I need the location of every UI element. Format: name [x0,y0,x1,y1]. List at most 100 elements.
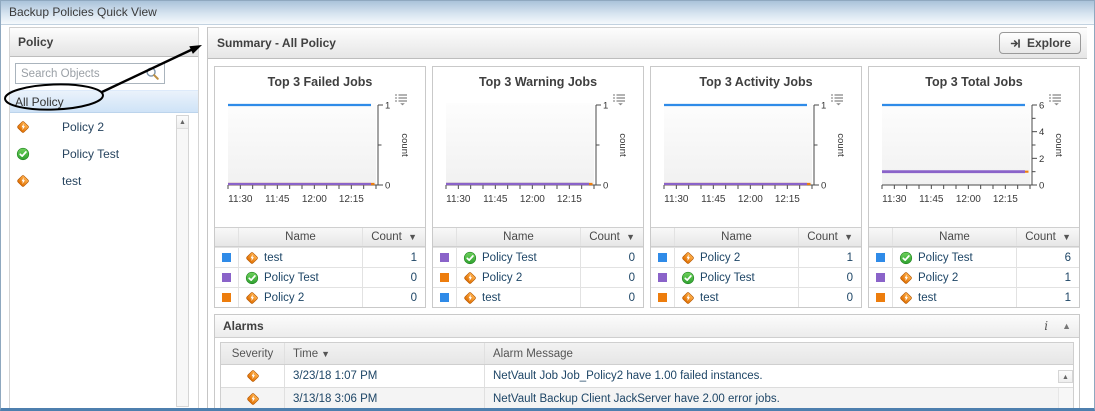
line-chart: 0 1 11:30 11:45 12:00 12:15 count [227,101,410,205]
row-count: 0 [628,251,635,264]
window-title: Backup Policies Quick View [1,1,1094,25]
policy-warning-icon [246,370,259,382]
card-title: Top 3 Failed Jobs [267,75,373,89]
series-swatch [440,273,449,282]
tree-scrollbar[interactable]: ▲ [176,115,189,407]
col-name[interactable]: Name [675,228,799,246]
top3-table-header: Name Count ▼ [869,227,1079,247]
svg-text:11:45: 11:45 [919,194,944,205]
series-swatch [658,253,667,262]
series-swatch [658,293,667,302]
row-name: test [264,251,283,264]
alarms-panel: Alarms i ▲ Severity Time ▼ Alarm Message [214,314,1080,408]
svg-text:12:15: 12:15 [775,194,800,205]
col-name[interactable]: Name [893,228,1017,246]
summary-content: Top 3 Failed Jobs 0 1 11:30 11:45 12:00 12:15 c… [208,59,1087,408]
col-count[interactable]: Count ▼ [371,231,417,243]
col-name[interactable]: Name [457,228,581,246]
top3-table-header: Name Count ▼ [651,227,861,247]
row-count: 0 [410,291,417,304]
table-row[interactable]: Policy Test 0 [651,267,861,287]
search-input[interactable] [15,63,165,84]
col-name[interactable]: Name [239,228,363,246]
table-row[interactable]: Policy 2 0 [215,287,425,307]
col-count[interactable]: Count ▼ [589,231,635,243]
top3-table: Name Count ▼ Policy Test 0 Policy 2 0 test 0 [433,227,643,307]
policy-warning-icon [900,271,912,284]
svg-text:12:15: 12:15 [557,194,582,205]
line-chart: 0 1 11:30 11:45 12:00 12:15 count [663,101,846,205]
svg-text:12:00: 12:00 [956,194,981,205]
policy-warning-icon [246,393,259,405]
row-name: Policy Test [264,271,319,284]
row-name: Policy 2 [918,271,959,284]
col-count[interactable]: Count ▼ [807,231,853,243]
info-icon[interactable]: i [1044,319,1049,333]
chart-options-icon[interactable] [394,93,409,106]
alarm-message: NetVault Job Job_Policy2 have 1.00 faile… [493,370,763,382]
row-name: Policy Test [482,251,537,264]
tree-item-all-policy[interactable]: All Policy [10,90,198,113]
table-row[interactable]: Policy 2 1 [651,247,861,267]
row-count: 0 [410,271,417,284]
table-row[interactable]: Policy 2 0 [433,267,643,287]
table-row[interactable]: test 0 [651,287,861,307]
alarm-row[interactable]: 3/23/18 1:07 PM NetVault Job Job_Policy2 … [221,365,1073,388]
col-severity[interactable]: Severity [221,343,285,364]
svg-text:11:45: 11:45 [483,194,508,205]
policy-panel: Policy All Policy Policy 2 Policy Test tes… [9,27,199,408]
tree-item-label: Policy 2 [62,119,105,134]
col-count[interactable]: Count ▼ [1025,231,1071,243]
sort-desc-icon: ▼ [844,232,853,242]
summary-panel: Summary - All Policy Explore Top 3 Faile… [207,27,1087,408]
col-time[interactable]: Time ▼ [285,343,485,364]
row-name: Policy Test [918,251,973,264]
tree-item-test[interactable]: test [10,167,198,194]
policy-warning-icon [246,291,258,304]
alarms-scroll-up-icon[interactable]: ▲ [1058,369,1073,383]
policy-warning-icon [464,291,476,304]
series-swatch [876,273,885,282]
policy-ok-icon [16,147,30,160]
svg-text:12:15: 12:15 [993,194,1018,205]
alarm-row[interactable]: 3/13/18 3:06 PM NetVault Backup Client Ja… [221,388,1073,408]
alarm-time: 3/13/18 3:06 PM [285,388,485,408]
top3-table: Name Count ▼ test 1 Policy Test 0 Policy 2 0 [215,227,425,307]
series-swatch [222,273,231,282]
line-chart: 0 1 11:30 11:45 12:00 12:15 count [445,101,628,205]
card-top-3-failed-jobs: Top 3 Failed Jobs 0 1 11:30 11:45 12:00 12:15 c… [214,66,426,308]
svg-text:11:30: 11:30 [228,194,253,205]
chart-options-icon[interactable] [1048,93,1063,106]
row-name: test [918,291,937,304]
table-row[interactable]: test 1 [869,287,1079,307]
scroll-up-icon[interactable]: ▲ [177,116,188,129]
chart-options-icon[interactable] [830,93,845,106]
svg-text:count: count [1053,133,1064,157]
series-swatch [876,293,885,302]
card-title: Top 3 Total Jobs [925,75,1023,89]
series-swatch [222,293,231,302]
svg-text:count: count [399,133,410,157]
svg-text:12:00: 12:00 [302,194,327,205]
search-row [10,57,198,90]
alarms-table-header: Severity Time ▼ Alarm Message [221,343,1073,365]
chart-options-icon[interactable] [612,93,627,106]
explore-button[interactable]: Explore [998,32,1081,54]
table-row[interactable]: test 0 [433,287,643,307]
collapse-icon[interactable]: ▲ [1062,321,1071,331]
row-name: test [700,291,719,304]
tree-item-label: test [62,173,82,188]
table-row[interactable]: Policy Test 0 [433,247,643,267]
tree-item-policy-test[interactable]: Policy Test [10,140,198,167]
search-icon[interactable] [145,66,160,81]
tree-item-policy-2[interactable]: Policy 2 [10,113,198,140]
col-alarm-message[interactable]: Alarm Message [493,347,573,360]
table-row[interactable]: Policy 2 1 [869,267,1079,287]
table-row[interactable]: Policy Test 6 [869,247,1079,267]
svg-text:2: 2 [1039,154,1044,165]
policy-tree: Policy 2 Policy Test test ▲ [10,113,198,408]
row-count: 0 [846,271,853,284]
table-row[interactable]: Policy Test 0 [215,267,425,287]
table-row[interactable]: test 1 [215,247,425,267]
summary-title: Summary - All Policy [217,36,336,50]
